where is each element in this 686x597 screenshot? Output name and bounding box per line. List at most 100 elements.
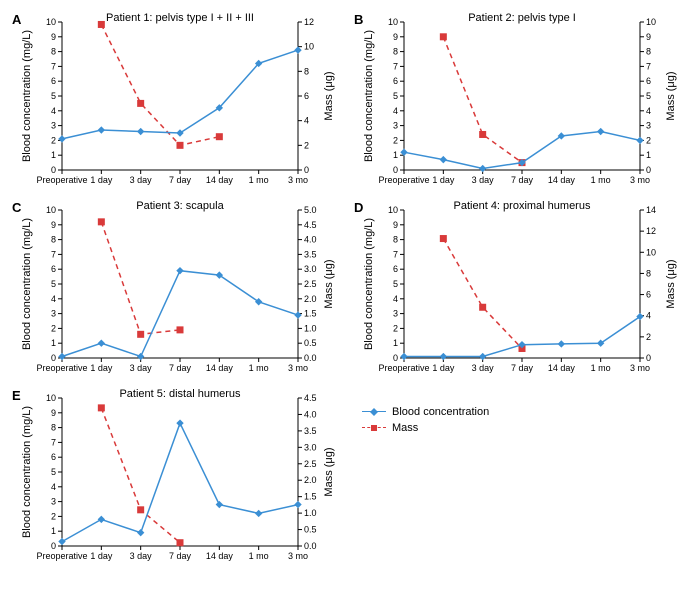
ytick-left: 10 [46, 205, 56, 215]
mass-line [101, 25, 219, 146]
panel-title: Patient 1: pelvis type I + II + III [106, 12, 254, 24]
ytick-left: 7 [393, 61, 398, 71]
ytick-left: 6 [51, 76, 56, 86]
xtick: 1 day [90, 175, 113, 185]
ytick-right: 2.5 [304, 279, 317, 289]
xtick: 7 day [169, 551, 192, 561]
ytick-right: 8 [304, 66, 309, 76]
xtick: 7 day [511, 175, 534, 185]
mass-line [101, 408, 180, 543]
xtick: 1 mo [249, 363, 269, 373]
xtick: Preoperative [36, 363, 87, 373]
ytick-right: 0.0 [304, 353, 317, 363]
mass-line [443, 239, 522, 349]
ytick-right: 3.5 [304, 249, 317, 259]
ytick-right: 8 [646, 47, 651, 57]
ytick-right: 6 [646, 290, 651, 300]
xtick: 7 day [169, 175, 192, 185]
xtick: 14 day [206, 551, 234, 561]
ylabel-left: Blood concentration (mg/L) [363, 218, 375, 350]
ytick-right: 2 [646, 332, 651, 342]
ytick-left: 2 [393, 323, 398, 333]
ytick-right: 4.0 [304, 409, 317, 419]
ytick-right: 3.5 [304, 426, 317, 436]
xtick: 1 mo [591, 175, 611, 185]
xtick: Preoperative [36, 175, 87, 185]
ytick-left: 0 [51, 165, 56, 175]
ytick-left: 0 [51, 541, 56, 551]
panel-B: BPatient 2: pelvis type I012345678910012… [352, 10, 682, 194]
ytick-left: 5 [51, 91, 56, 101]
ytick-left: 1 [393, 150, 398, 160]
ytick-left: 0 [393, 353, 398, 363]
xtick: 3 day [130, 551, 153, 561]
panel-letter: E [12, 388, 21, 403]
ytick-right: 10 [646, 247, 656, 257]
ylabel-left: Blood concentration (mg/L) [21, 218, 33, 350]
ytick-left: 6 [393, 76, 398, 86]
panel-letter: D [354, 200, 363, 215]
ytick-left: 4 [51, 482, 56, 492]
ytick-left: 1 [393, 338, 398, 348]
panel-title: Patient 2: pelvis type I [468, 12, 576, 24]
ytick-left: 1 [51, 338, 56, 348]
ytick-right: 4.5 [304, 220, 317, 230]
panel-C: CPatient 3: scapula0123456789100.00.51.0… [10, 198, 340, 382]
mass-line [101, 222, 180, 334]
ytick-right: 6 [304, 91, 309, 101]
ytick-right: 3 [646, 121, 651, 131]
panel-letter: C [12, 200, 22, 215]
ytick-right: 2.0 [304, 294, 317, 304]
ytick-left: 6 [393, 264, 398, 274]
ytick-right: 1.0 [304, 323, 317, 333]
ytick-right: 2 [646, 135, 651, 145]
ylabel-right: Mass (μg) [665, 71, 677, 120]
xtick: 3 day [130, 175, 153, 185]
panel-E: EPatient 5: distal humerus0123456789100.… [10, 386, 340, 570]
ylabel-left: Blood concentration (mg/L) [21, 406, 33, 538]
ytick-right: 3.0 [304, 264, 317, 274]
ytick-left: 8 [51, 423, 56, 433]
ytick-left: 4 [51, 294, 56, 304]
panel-A: APatient 1: pelvis type I + II + III0123… [10, 10, 340, 194]
ytick-left: 9 [51, 220, 56, 230]
panel-letter: B [354, 12, 363, 27]
ytick-left: 6 [51, 452, 56, 462]
ytick-right: 2.0 [304, 475, 317, 485]
ytick-left: 0 [393, 165, 398, 175]
ytick-left: 3 [393, 121, 398, 131]
blood-line [62, 423, 298, 541]
mass-line [443, 37, 522, 163]
ytick-right: 4 [304, 116, 309, 126]
ytick-right: 8 [646, 268, 651, 278]
ytick-right: 0.0 [304, 541, 317, 551]
ytick-right: 1.0 [304, 508, 317, 518]
ytick-left: 9 [393, 32, 398, 42]
xtick: 14 day [206, 175, 234, 185]
ytick-right: 1 [646, 150, 651, 160]
ylabel-right: Mass (μg) [323, 71, 335, 120]
xtick: 1 day [432, 363, 455, 373]
ytick-right: 0 [646, 353, 651, 363]
ytick-left: 7 [51, 437, 56, 447]
legend: Blood concentration Mass [352, 386, 682, 570]
ytick-left: 4 [51, 106, 56, 116]
ytick-right: 2.5 [304, 459, 317, 469]
ylabel-left: Blood concentration (mg/L) [363, 30, 375, 162]
ytick-left: 10 [388, 205, 398, 215]
ytick-left: 3 [393, 309, 398, 319]
ytick-left: 4 [393, 106, 398, 116]
ytick-left: 8 [51, 47, 56, 57]
ytick-left: 7 [51, 249, 56, 259]
ytick-left: 7 [393, 249, 398, 259]
ytick-right: 10 [646, 17, 656, 27]
xtick: 1 mo [249, 551, 269, 561]
panel-letter: A [12, 12, 22, 27]
legend-label: Blood concentration [392, 406, 489, 418]
ytick-left: 10 [388, 17, 398, 27]
xtick: 1 mo [591, 363, 611, 373]
ytick-left: 5 [393, 91, 398, 101]
ytick-left: 1 [51, 150, 56, 160]
ytick-left: 0 [51, 353, 56, 363]
ytick-left: 5 [51, 279, 56, 289]
